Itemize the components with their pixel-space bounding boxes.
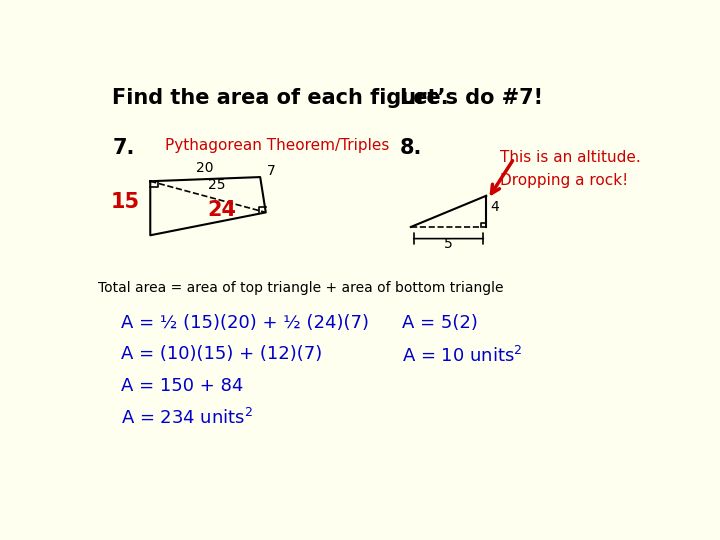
Text: A = 10 units$^{2}$: A = 10 units$^{2}$ — [402, 346, 523, 366]
Text: 5: 5 — [444, 237, 453, 251]
Text: 8.: 8. — [400, 138, 422, 158]
Text: A = 150 + 84: A = 150 + 84 — [121, 377, 243, 395]
Text: 24: 24 — [207, 199, 236, 220]
Text: This is an altitude.: This is an altitude. — [500, 150, 641, 165]
Text: A = (10)(15) + (12)(7): A = (10)(15) + (12)(7) — [121, 346, 322, 363]
Text: Find the area of each figure.: Find the area of each figure. — [112, 87, 449, 107]
Text: 20: 20 — [197, 161, 214, 174]
Text: A = ½ (15)(20) + ½ (24)(7): A = ½ (15)(20) + ½ (24)(7) — [121, 314, 369, 332]
Text: 7: 7 — [267, 164, 276, 178]
Text: Total area = area of top triangle + area of bottom triangle: Total area = area of top triangle + area… — [99, 281, 504, 295]
Text: Let’s do #7!: Let’s do #7! — [400, 87, 543, 107]
Text: 15: 15 — [111, 192, 140, 212]
Text: Dropping a rock!: Dropping a rock! — [500, 173, 629, 188]
Text: A = 234 units$^{2}$: A = 234 units$^{2}$ — [121, 408, 253, 428]
Text: 7.: 7. — [112, 138, 135, 158]
Text: Pythagorean Theorem/Triples: Pythagorean Theorem/Triples — [166, 138, 390, 153]
Text: A = 5(2): A = 5(2) — [402, 314, 478, 332]
Text: 4: 4 — [490, 200, 500, 214]
Text: 25: 25 — [207, 178, 225, 192]
